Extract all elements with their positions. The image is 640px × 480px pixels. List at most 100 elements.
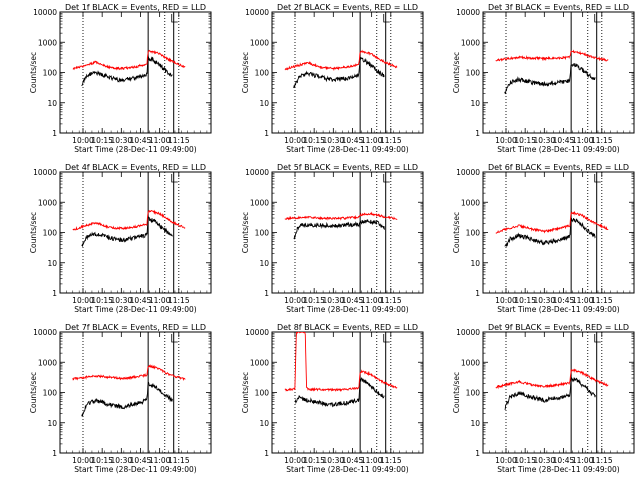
chart-title: Det 2f BLACK = Events, RED = LLD [277,3,418,12]
chart-panel-3: Det 3f BLACK = Events, RED = LLD 1 10 100 10… [452,3,635,154]
x-tick-label: 10:15 [303,456,325,465]
y-tick-label: 1 [475,129,480,138]
x-tick-label: 10:30 [323,456,345,465]
corner-bracket-mark [383,14,390,23]
y-tick-label: 1000 [38,198,57,207]
corner-bracket-mark [594,14,601,23]
y-tick-label: 10 [470,99,480,108]
x-tick-label: 10:00 [72,456,94,465]
y-tick-label: 1 [52,449,57,458]
x-tick-label: 10:45 [342,456,364,465]
y-tick-label: 1 [264,449,269,458]
y-tick-label: 10 [259,99,269,108]
x-tick-label: 11:15 [591,456,613,465]
x-tick-label: 10:15 [91,296,113,305]
y-axis-label: Counts/sec [241,372,250,413]
y-axis-label: Counts/sec [452,212,461,253]
x-tick-label: 10:15 [514,136,536,145]
y-tick-label: 10 [470,259,480,268]
chart-panel-4: Det 4f BLACK = Events, RED = LLD 1 10 100 10… [29,163,212,314]
x-tick-label: 10:45 [130,136,152,145]
x-tick-label: 10:30 [111,296,133,305]
x-tick-label: 11:00 [361,456,383,465]
x-tick-label: 11:15 [168,296,190,305]
y-tick-label: 1000 [250,38,269,47]
x-tick-label: 11:00 [572,296,594,305]
y-tick-label: 1000 [250,358,269,367]
chart-panel-1: Det 1f BLACK = Events, RED = LLD 1 10 100 10… [29,3,212,154]
corner-bracket-mark [171,334,178,343]
lld-series-line [495,368,609,390]
x-tick-label: 10:45 [553,296,575,305]
x-tick-label: 11:15 [168,136,190,145]
y-tick-label: 10000 [456,168,480,177]
chart-title: Det 3f BLACK = Events, RED = LLD [488,3,629,12]
x-axis-label: Start Time (28-Dec-11 09:49:00) [286,465,408,474]
y-tick-label: 1000 [38,358,57,367]
corner-bracket-mark [594,174,601,183]
y-tick-label: 1 [264,129,269,138]
lld-series-line [495,210,609,234]
y-tick-label: 10 [470,419,480,428]
y-axis-label: Counts/sec [452,52,461,93]
x-tick-label: 10:00 [495,136,517,145]
x-tick-label: 11:00 [572,136,594,145]
y-tick-label: 1 [52,129,57,138]
lld-series-line [284,332,398,393]
x-tick-label: 10:15 [514,456,536,465]
x-tick-label: 10:30 [534,296,556,305]
y-tick-label: 10000 [456,8,480,17]
x-tick-label: 11:00 [361,296,383,305]
events-series-line [81,216,173,248]
events-series-line [294,377,385,408]
y-axis-label: Counts/sec [241,212,250,253]
y-tick-label: 10 [47,419,57,428]
x-tick-label: 11:00 [572,456,594,465]
chart-panel-2: Det 2f BLACK = Events, RED = LLD 1 10 100 10… [241,3,424,154]
x-tick-label: 10:00 [284,456,306,465]
x-axis-label: Start Time (28-Dec-11 09:49:00) [286,145,408,154]
y-tick-label: 10 [259,419,269,428]
y-axis-label: Counts/sec [29,212,38,253]
events-series-line [293,57,385,89]
y-tick-label: 1000 [250,198,269,207]
lld-series-line [72,209,186,231]
x-tick-label: 10:15 [303,296,325,305]
x-tick-label: 10:30 [111,136,133,145]
y-tick-label: 100 [466,389,481,398]
x-tick-label: 10:45 [130,456,152,465]
x-tick-label: 11:15 [591,296,613,305]
lld-series-line [495,49,609,62]
y-tick-label: 10 [47,259,57,268]
x-tick-label: 11:00 [361,136,383,145]
chart-title: Det 8f BLACK = Events, RED = LLD [277,323,418,332]
y-tick-label: 100 [466,229,481,238]
lld-series-line [284,211,398,221]
chart-panel-8: Det 8f BLACK = Events, RED = LLD 1 10 100 10… [241,323,424,474]
y-tick-label: 100 [43,69,58,78]
y-tick-label: 100 [255,229,270,238]
chart-panel-5: Det 5f BLACK = Events, RED = LLD 1 10 100 10… [241,163,424,314]
chart-title: Det 1f BLACK = Events, RED = LLD [65,3,206,12]
chart-panel-7: Det 7f BLACK = Events, RED = LLD 1 10 100 10… [29,323,212,474]
lld-series-line [72,363,186,381]
y-tick-label: 1 [264,289,269,298]
chart-panel-9: Det 9f BLACK = Events, RED = LLD 1 10 100 10… [452,323,635,474]
x-tick-label: 11:00 [149,456,171,465]
y-tick-label: 10 [47,99,57,108]
x-tick-label: 11:15 [380,456,402,465]
x-axis-label: Start Time (28-Dec-11 09:49:00) [74,465,196,474]
x-tick-label: 10:30 [323,136,345,145]
y-tick-label: 1 [52,289,57,298]
x-tick-label: 10:15 [91,136,113,145]
x-tick-label: 10:00 [284,136,306,145]
y-tick-label: 1 [475,449,480,458]
x-tick-label: 10:45 [130,296,152,305]
x-tick-label: 10:30 [111,456,133,465]
chart-title: Det 9f BLACK = Events, RED = LLD [488,323,629,332]
y-tick-label: 100 [43,229,58,238]
y-axis-label: Counts/sec [241,52,250,93]
chart-panel-6: Det 6f BLACK = Events, RED = LLD 1 10 100 10… [452,163,635,314]
x-tick-label: 10:00 [72,136,94,145]
